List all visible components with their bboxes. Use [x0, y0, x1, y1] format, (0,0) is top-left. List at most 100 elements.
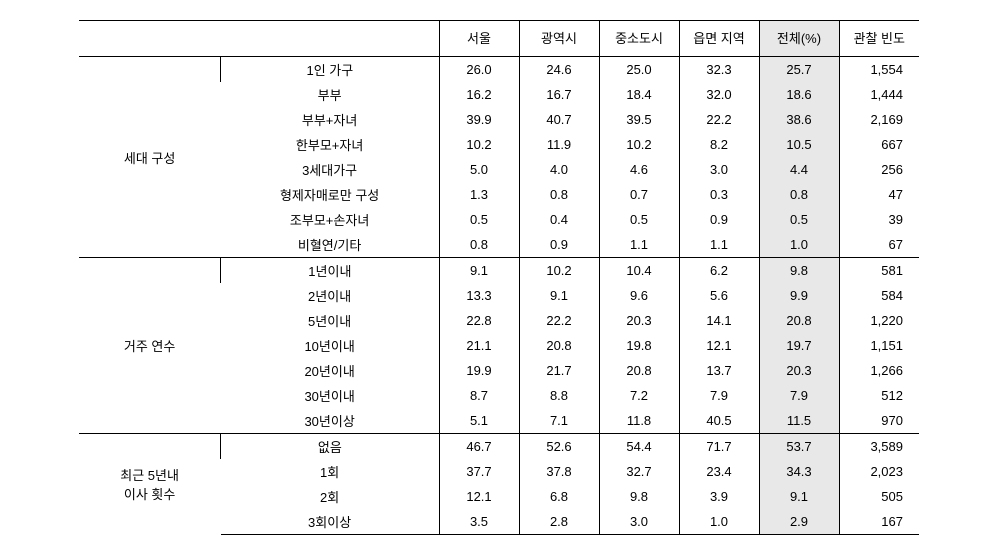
- header-blank: [79, 21, 439, 57]
- cell-smallcity: 20.8: [599, 358, 679, 383]
- cell-rural: 0.9: [679, 207, 759, 232]
- cell-total: 10.5: [759, 132, 839, 157]
- cell-total: 9.8: [759, 258, 839, 284]
- cell-smallcity: 18.4: [599, 82, 679, 107]
- row-label: 30년이상: [221, 408, 439, 434]
- cell-rural: 71.7: [679, 434, 759, 460]
- cell-metro: 40.7: [519, 107, 599, 132]
- cell-metro: 52.6: [519, 434, 599, 460]
- cell-seoul: 0.5: [439, 207, 519, 232]
- cell-metro: 11.9: [519, 132, 599, 157]
- cell-freq: 512: [839, 383, 919, 408]
- cell-freq: 256: [839, 157, 919, 182]
- table-row: 최근 5년내 이사 횟수없음46.752.654.471.753.73,589: [79, 434, 919, 460]
- cell-metro: 0.9: [519, 232, 599, 258]
- cell-seoul: 10.2: [439, 132, 519, 157]
- header-smallcity: 중소도시: [599, 21, 679, 57]
- row-label: 조부모+손자녀: [221, 207, 439, 232]
- cell-total: 4.4: [759, 157, 839, 182]
- cell-seoul: 12.1: [439, 484, 519, 509]
- cell-seoul: 37.7: [439, 459, 519, 484]
- row-label: 1회: [221, 459, 439, 484]
- cell-seoul: 46.7: [439, 434, 519, 460]
- cell-total: 38.6: [759, 107, 839, 132]
- cell-total: 20.8: [759, 308, 839, 333]
- cell-smallcity: 25.0: [599, 57, 679, 83]
- cell-seoul: 9.1: [439, 258, 519, 284]
- header-metro: 광역시: [519, 21, 599, 57]
- cell-total: 20.3: [759, 358, 839, 383]
- cell-rural: 13.7: [679, 358, 759, 383]
- cell-smallcity: 20.3: [599, 308, 679, 333]
- cell-rural: 5.6: [679, 283, 759, 308]
- cell-metro: 37.8: [519, 459, 599, 484]
- cell-metro: 22.2: [519, 308, 599, 333]
- cell-metro: 0.8: [519, 182, 599, 207]
- cell-smallcity: 19.8: [599, 333, 679, 358]
- cell-total: 11.5: [759, 408, 839, 434]
- cell-total: 0.8: [759, 182, 839, 207]
- table-row: 세대 구성1인 가구26.024.625.032.325.71,554: [79, 57, 919, 83]
- cell-rural: 32.3: [679, 57, 759, 83]
- cell-seoul: 5.1: [439, 408, 519, 434]
- cell-smallcity: 11.8: [599, 408, 679, 434]
- cell-total: 1.0: [759, 232, 839, 258]
- header-row: 서울 광역시 중소도시 읍면 지역 전체(%) 관찰 빈도: [79, 21, 919, 57]
- cell-metro: 20.8: [519, 333, 599, 358]
- cell-total: 18.6: [759, 82, 839, 107]
- cell-smallcity: 4.6: [599, 157, 679, 182]
- cell-seoul: 21.1: [439, 333, 519, 358]
- cell-smallcity: 10.4: [599, 258, 679, 284]
- cell-freq: 1,151: [839, 333, 919, 358]
- cell-freq: 2,023: [839, 459, 919, 484]
- header-rural: 읍면 지역: [679, 21, 759, 57]
- group-label: 최근 5년내 이사 횟수: [79, 434, 221, 535]
- cell-rural: 8.2: [679, 132, 759, 157]
- cell-total: 34.3: [759, 459, 839, 484]
- cell-seoul: 1.3: [439, 182, 519, 207]
- row-label: 한부모+자녀: [221, 132, 439, 157]
- group-label: 세대 구성: [79, 57, 221, 258]
- row-label: 5년이내: [221, 308, 439, 333]
- cell-smallcity: 7.2: [599, 383, 679, 408]
- cell-rural: 32.0: [679, 82, 759, 107]
- cell-seoul: 16.2: [439, 82, 519, 107]
- cell-seoul: 39.9: [439, 107, 519, 132]
- cell-metro: 9.1: [519, 283, 599, 308]
- cell-metro: 8.8: [519, 383, 599, 408]
- cell-total: 53.7: [759, 434, 839, 460]
- cell-smallcity: 9.8: [599, 484, 679, 509]
- row-label: 1인 가구: [221, 57, 439, 83]
- cell-seoul: 8.7: [439, 383, 519, 408]
- row-label: 30년이내: [221, 383, 439, 408]
- cell-metro: 0.4: [519, 207, 599, 232]
- cell-rural: 7.9: [679, 383, 759, 408]
- cell-freq: 970: [839, 408, 919, 434]
- cell-freq: 667: [839, 132, 919, 157]
- cell-freq: 505: [839, 484, 919, 509]
- cell-smallcity: 10.2: [599, 132, 679, 157]
- cell-seoul: 26.0: [439, 57, 519, 83]
- cell-rural: 6.2: [679, 258, 759, 284]
- row-label: 비혈연/기타: [221, 232, 439, 258]
- row-label: 없음: [221, 434, 439, 460]
- row-label: 부부+자녀: [221, 107, 439, 132]
- cell-freq: 1,220: [839, 308, 919, 333]
- row-label: 20년이내: [221, 358, 439, 383]
- cell-freq: 2,169: [839, 107, 919, 132]
- cell-total: 25.7: [759, 57, 839, 83]
- cell-total: 19.7: [759, 333, 839, 358]
- cell-smallcity: 9.6: [599, 283, 679, 308]
- cell-freq: 47: [839, 182, 919, 207]
- cell-total: 9.9: [759, 283, 839, 308]
- cell-smallcity: 54.4: [599, 434, 679, 460]
- cell-seoul: 19.9: [439, 358, 519, 383]
- cell-rural: 3.9: [679, 484, 759, 509]
- group-label: 거주 연수: [79, 258, 221, 434]
- row-label: 3세대가구: [221, 157, 439, 182]
- row-label: 1년이내: [221, 258, 439, 284]
- cell-freq: 1,444: [839, 82, 919, 107]
- cell-smallcity: 1.1: [599, 232, 679, 258]
- cell-total: 0.5: [759, 207, 839, 232]
- row-label: 부부: [221, 82, 439, 107]
